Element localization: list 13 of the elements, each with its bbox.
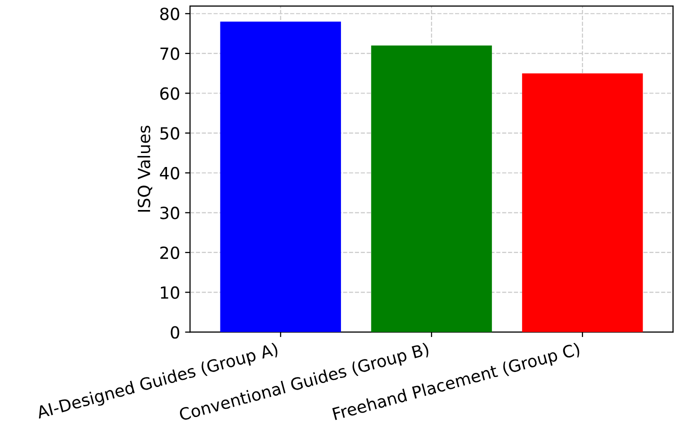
y-tick-label: 30 [160, 206, 180, 220]
y-tick-label: 50 [160, 127, 180, 140]
y-tick-label: 0 [170, 326, 180, 339]
y-tick-label: 10 [160, 286, 180, 299]
bar [522, 73, 643, 332]
bar [371, 45, 492, 332]
y-tick-label: 40 [160, 166, 180, 180]
y-axis-title: ISQ Values [137, 126, 152, 212]
y-tick-label: 80 [160, 8, 180, 20]
bar [220, 22, 341, 332]
y-tick-label: 60 [160, 87, 180, 100]
y-tick-label: 20 [160, 246, 180, 260]
y-tick-label: 70 [160, 47, 180, 60]
